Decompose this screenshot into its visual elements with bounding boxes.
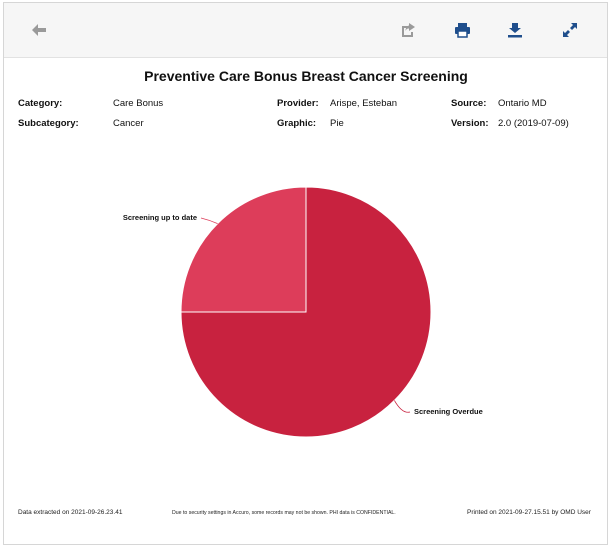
subcategory-label: Subcategory: xyxy=(18,118,79,129)
slice-label-connector xyxy=(200,217,218,224)
slice-label: Screening Overdue xyxy=(414,407,483,416)
report-title: Preventive Care Bonus Breast Cancer Scre… xyxy=(144,68,468,84)
expand-icon xyxy=(563,23,577,37)
category-label: Category: xyxy=(18,98,63,109)
source-label: Source: xyxy=(451,98,487,109)
version-value: 2.0 (2019-07-09) xyxy=(498,118,569,129)
expand-button[interactable] xyxy=(559,19,581,41)
download-icon xyxy=(508,23,522,38)
security-notice-text: Due to security settings in Accuro, some… xyxy=(172,510,396,516)
share-icon xyxy=(402,23,415,37)
version-label: Version: xyxy=(451,118,489,129)
share-button[interactable] xyxy=(397,19,419,41)
slice-label-connector xyxy=(394,400,411,413)
data-extracted-text: Data extracted on 2021-09-26.23.41 xyxy=(18,509,123,516)
graphic-label: Graphic: xyxy=(277,118,317,129)
back-button[interactable] xyxy=(28,19,50,41)
provider-label: Provider: xyxy=(277,98,319,109)
print-button[interactable] xyxy=(451,19,473,41)
pie-chart: Screening Overdue Screening up to date xyxy=(123,186,483,438)
report-window xyxy=(3,2,608,545)
graphic-value: Pie xyxy=(330,118,344,129)
export-button[interactable] xyxy=(504,19,526,41)
arrow-left-icon xyxy=(32,24,46,36)
slice-label: Screening up to date xyxy=(123,213,197,222)
printer-icon xyxy=(454,23,470,38)
source-value: Ontario MD xyxy=(498,98,547,109)
subcategory-value: Cancer xyxy=(113,118,144,129)
category-value: Care Bonus xyxy=(113,98,164,109)
pie-slice[interactable] xyxy=(180,186,307,313)
printed-on-text: Printed on 2021-09-27.15.51 by OMD User xyxy=(467,509,591,516)
provider-value: Arispe, Esteban xyxy=(330,98,398,109)
toolbar xyxy=(4,3,607,58)
